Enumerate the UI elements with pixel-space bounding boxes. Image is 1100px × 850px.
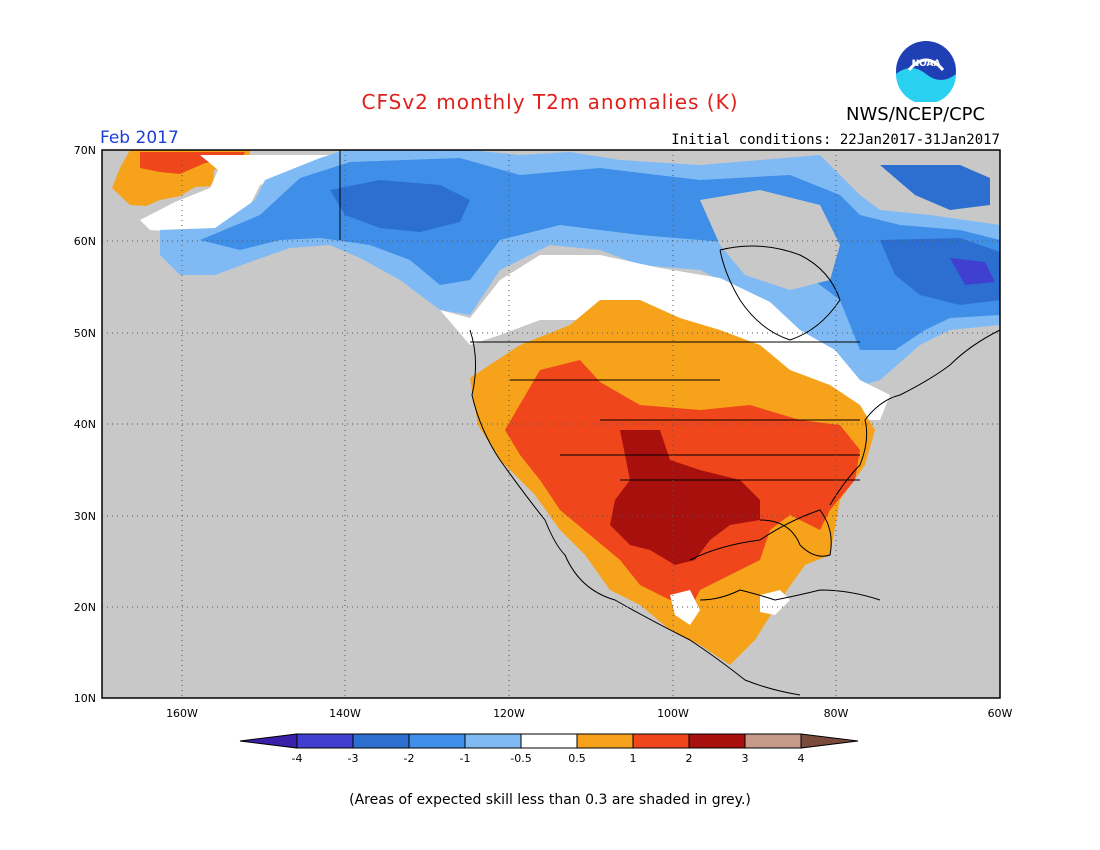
lat-label-40n: 40N (74, 418, 96, 431)
map-title: CFSv2 monthly T2m anomalies (K) (361, 90, 739, 114)
lat-label-30n: 30N (74, 510, 96, 523)
lat-label-60n: 60N (74, 235, 96, 248)
colorbar-swatch-3-4 (744, 733, 802, 749)
skill-note: (Areas of expected skill less than 0.3 a… (349, 792, 751, 808)
lon-label-140w: 140W (329, 707, 361, 720)
colorbar-label: 0.5 (568, 752, 586, 765)
colorbar-swatch-2-1 (408, 733, 466, 749)
colorbar-swatch-1-05 (464, 733, 522, 749)
colorbar-label: -1 (460, 752, 471, 765)
anomaly-region-hudson-grey (700, 190, 840, 290)
colorbar (239, 733, 859, 749)
lat-label-10n: 10N (74, 692, 96, 705)
colorbar-swatch-gt-4 (800, 733, 859, 749)
anomaly-region-canada-darkblue (330, 180, 470, 232)
lat-label-20n: 20N (74, 601, 96, 614)
colorbar-label: 4 (798, 752, 805, 765)
coastlines (339, 150, 1001, 696)
lon-label-160w: 160W (166, 707, 198, 720)
lat-label-50n: 50N (74, 327, 96, 340)
lon-label-60w: 60W (988, 707, 1013, 720)
lat-label-70n: 70N (74, 144, 96, 157)
map-frame (101, 149, 1001, 699)
lon-label-80w: 80W (824, 707, 849, 720)
colorbar-swatch-lt-4 (239, 733, 298, 749)
anomaly-region-southern-plains-darkred (610, 430, 760, 565)
colorbar-label: -0.5 (510, 752, 531, 765)
colorbar-label: -4 (292, 752, 303, 765)
noaa-logo-icon: NOAA (896, 41, 956, 102)
colorbar-label: -3 (348, 752, 359, 765)
organization-label: NWS/NCEP/CPC (846, 104, 986, 125)
colorbar-label: 2 (686, 752, 693, 765)
colorbar-swatch-05-1 (576, 733, 634, 749)
anomaly-region-mexico-white (670, 590, 700, 625)
anomaly-region-arctic-blue (880, 165, 990, 210)
colorbar-label: 3 (742, 752, 749, 765)
colorbar-label: 1 (630, 752, 637, 765)
anomaly-region-labrador-violet (950, 258, 995, 285)
anomaly-region-quebec-darkblue (880, 238, 1000, 305)
colorbar-swatch-3-2 (352, 733, 410, 749)
lon-label-120w: 120W (493, 707, 525, 720)
forecast-month: Feb 2017 (100, 128, 179, 148)
colorbar-swatch-neutral (520, 733, 578, 749)
colorbar-swatch-1-2 (632, 733, 690, 749)
initial-conditions: Initial conditions: 22Jan2017-31Jan2017 (671, 132, 1000, 148)
colorbar-swatch-4-3 (296, 733, 354, 749)
lon-label-100w: 100W (657, 707, 689, 720)
colorbar-swatch-2-3 (688, 733, 746, 749)
svg-text:NOAA: NOAA (912, 59, 941, 69)
colorbar-label: -2 (404, 752, 415, 765)
anomaly-region-cuba-white (760, 590, 790, 615)
